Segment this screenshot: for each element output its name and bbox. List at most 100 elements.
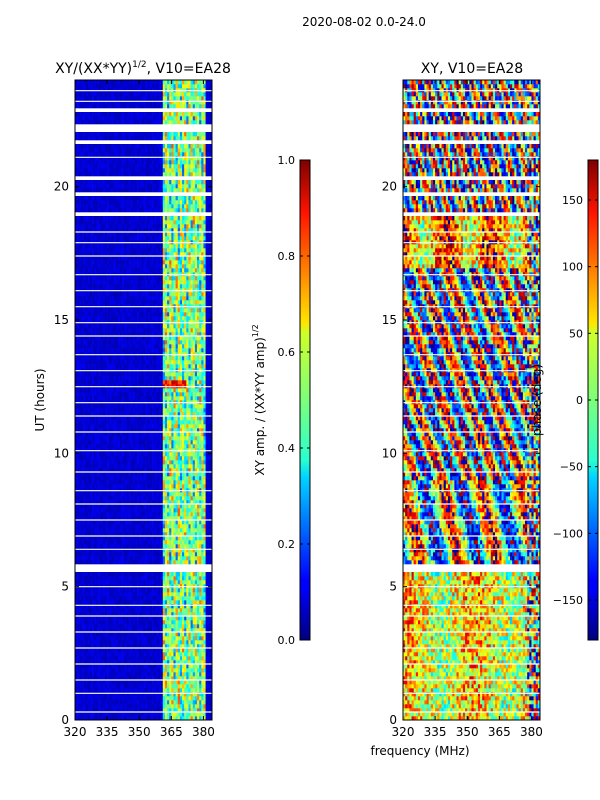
left-heatmap-cell <box>83 432 86 437</box>
left-heatmap-cell <box>179 548 183 553</box>
left-heatmap-cell <box>83 520 86 525</box>
left-heatmap-cell <box>199 648 202 653</box>
left-heatmap-cell <box>145 408 149 413</box>
left-heatmap-cell <box>139 472 142 477</box>
left-heatmap-cell <box>156 412 159 417</box>
left-heatmap-cell <box>192 656 196 661</box>
left-heatmap-cell <box>186 652 189 657</box>
left-heatmap-cell <box>201 508 204 513</box>
left-heatmap-cell <box>79 612 82 617</box>
left-heatmap-cell <box>77 652 80 657</box>
left-heatmap-cell <box>130 612 134 617</box>
left-heatmap-cell <box>77 532 80 537</box>
left-heatmap-cell <box>109 616 112 621</box>
left-heatmap-cell <box>94 512 97 517</box>
left-heatmap-cell <box>207 492 211 497</box>
left-heatmap-cell <box>169 684 172 689</box>
left-heatmap-cell <box>126 576 129 581</box>
left-heatmap-cell <box>139 716 142 721</box>
left-heatmap-cell <box>89 508 93 513</box>
left-heatmap-cell <box>83 620 86 625</box>
left-heatmap-cell <box>141 532 144 537</box>
left-heatmap-cell <box>139 420 142 425</box>
left-heatmap-cell <box>115 688 119 693</box>
left-heatmap-cell <box>130 408 134 413</box>
left-heatmap-cell <box>126 664 129 669</box>
left-heatmap-cell <box>113 512 116 517</box>
left-heatmap-cell <box>162 624 166 629</box>
left-heatmap-cell <box>124 688 127 693</box>
left-heatmap-cell <box>107 412 110 417</box>
left-heatmap-cell <box>89 596 93 601</box>
left-heatmap-cell <box>175 596 179 601</box>
left-heatmap-cell <box>98 560 101 565</box>
left-heatmap-cell <box>119 512 123 517</box>
left-heatmap-cell <box>190 420 194 425</box>
left-heatmap-cell <box>137 636 140 641</box>
left-heatmap-cell <box>100 444 104 449</box>
left-heatmap-cell <box>186 608 189 613</box>
left-heatmap-cell <box>115 684 119 689</box>
left-heatmap-cell <box>173 560 176 565</box>
left-heatmap-cell <box>132 592 136 597</box>
left-heatmap-cell <box>188 688 191 693</box>
left-heatmap-cell <box>130 616 134 621</box>
left-heatmap-cell <box>81 540 84 545</box>
left-heatmap-cell <box>199 652 202 657</box>
left-heatmap-cell <box>173 536 176 541</box>
left-heatmap-cell <box>107 480 110 485</box>
left-heatmap-cell <box>141 716 144 721</box>
left-heatmap-cell <box>130 596 134 601</box>
left-heatmap-cell <box>109 572 112 577</box>
left-heatmap-cell <box>184 628 187 633</box>
left-heatmap-cell <box>83 628 86 633</box>
left-heatmap-cell <box>171 692 174 697</box>
left-heatmap-cell <box>134 472 138 477</box>
left-heatmap-cell <box>96 580 99 585</box>
left-heatmap-cell <box>122 432 125 437</box>
left-heatmap-cell <box>147 592 151 597</box>
left-heatmap-cell <box>102 556 106 561</box>
left-heatmap-cell <box>134 616 138 621</box>
left-heatmap-cell <box>109 672 112 677</box>
left-heatmap-cell <box>139 684 142 689</box>
left-heatmap-cell <box>100 668 104 673</box>
left-heatmap-cell <box>209 444 213 449</box>
left-heatmap-cell <box>182 712 185 717</box>
left-heatmap-cell <box>162 680 166 685</box>
left-heatmap-cell <box>194 640 198 645</box>
left-heatmap-cell <box>188 440 191 445</box>
left-heatmap-cell <box>96 576 99 581</box>
left-heatmap-cell <box>89 680 93 685</box>
left-heatmap-cell <box>194 432 198 437</box>
left-heatmap-cell <box>126 440 129 445</box>
left-heatmap-cell <box>92 636 95 641</box>
left-heatmap-cell <box>109 648 112 653</box>
left-heatmap-cell <box>164 572 168 577</box>
left-heatmap-cell <box>192 540 196 545</box>
left-heatmap-cell <box>201 544 204 549</box>
left-heatmap-cell <box>149 420 153 425</box>
left-heatmap-cell <box>152 680 155 685</box>
left-heatmap-cell <box>158 496 161 501</box>
left-heatmap-cell <box>175 464 179 469</box>
left-heatmap-cell <box>154 416 157 421</box>
left-heatmap-cell <box>186 668 189 673</box>
left-heatmap-cell <box>107 528 110 533</box>
left-heatmap-cell <box>203 452 206 457</box>
left-heatmap-cell <box>154 472 157 477</box>
left-heatmap-cell <box>92 676 95 681</box>
left-heatmap-cell <box>139 508 142 513</box>
left-heatmap-cell <box>128 432 131 437</box>
left-heatmap-cell <box>109 544 112 549</box>
left-heatmap-cell <box>85 508 89 513</box>
left-heatmap-cell <box>107 612 110 617</box>
left-heatmap-cell <box>139 644 142 649</box>
left-heatmap-cell <box>162 544 166 549</box>
left-heatmap-cell <box>167 556 170 561</box>
left-heatmap-cell <box>117 600 121 605</box>
left-heatmap-cell <box>147 716 151 721</box>
left-heatmap-cell <box>96 552 99 557</box>
left-heatmap-cell <box>149 468 153 473</box>
left-heatmap-cell <box>79 404 82 409</box>
